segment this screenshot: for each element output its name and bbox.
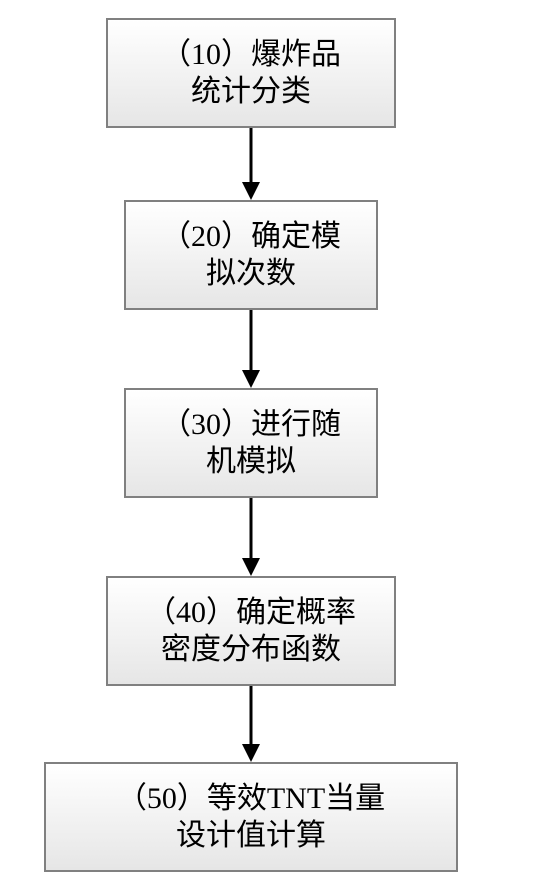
flow-node-50: （50）等效TNT当量 设计值计算: [44, 762, 458, 872]
flow-node-50-label: （50）等效TNT当量 设计值计算: [117, 780, 385, 855]
flow-node-40: （40）确定概率 密度分布函数: [106, 576, 396, 686]
flow-node-10-label: （10）爆炸品 统计分类: [161, 36, 341, 111]
flow-node-20-label: （20）确定模 拟次数: [161, 218, 341, 293]
flow-node-40-label: （40）确定概率 密度分布函数: [146, 594, 356, 669]
flow-node-30: （30）进行随 机模拟: [124, 388, 378, 498]
flow-node-30-label: （30）进行随 机模拟: [161, 406, 341, 481]
flowchart-canvas: （10）爆炸品 统计分类 （20）确定模 拟次数 （30）进行随 机模拟 （40…: [0, 0, 547, 892]
flow-node-20: （20）确定模 拟次数: [124, 200, 378, 310]
flow-node-10: （10）爆炸品 统计分类: [106, 18, 396, 128]
